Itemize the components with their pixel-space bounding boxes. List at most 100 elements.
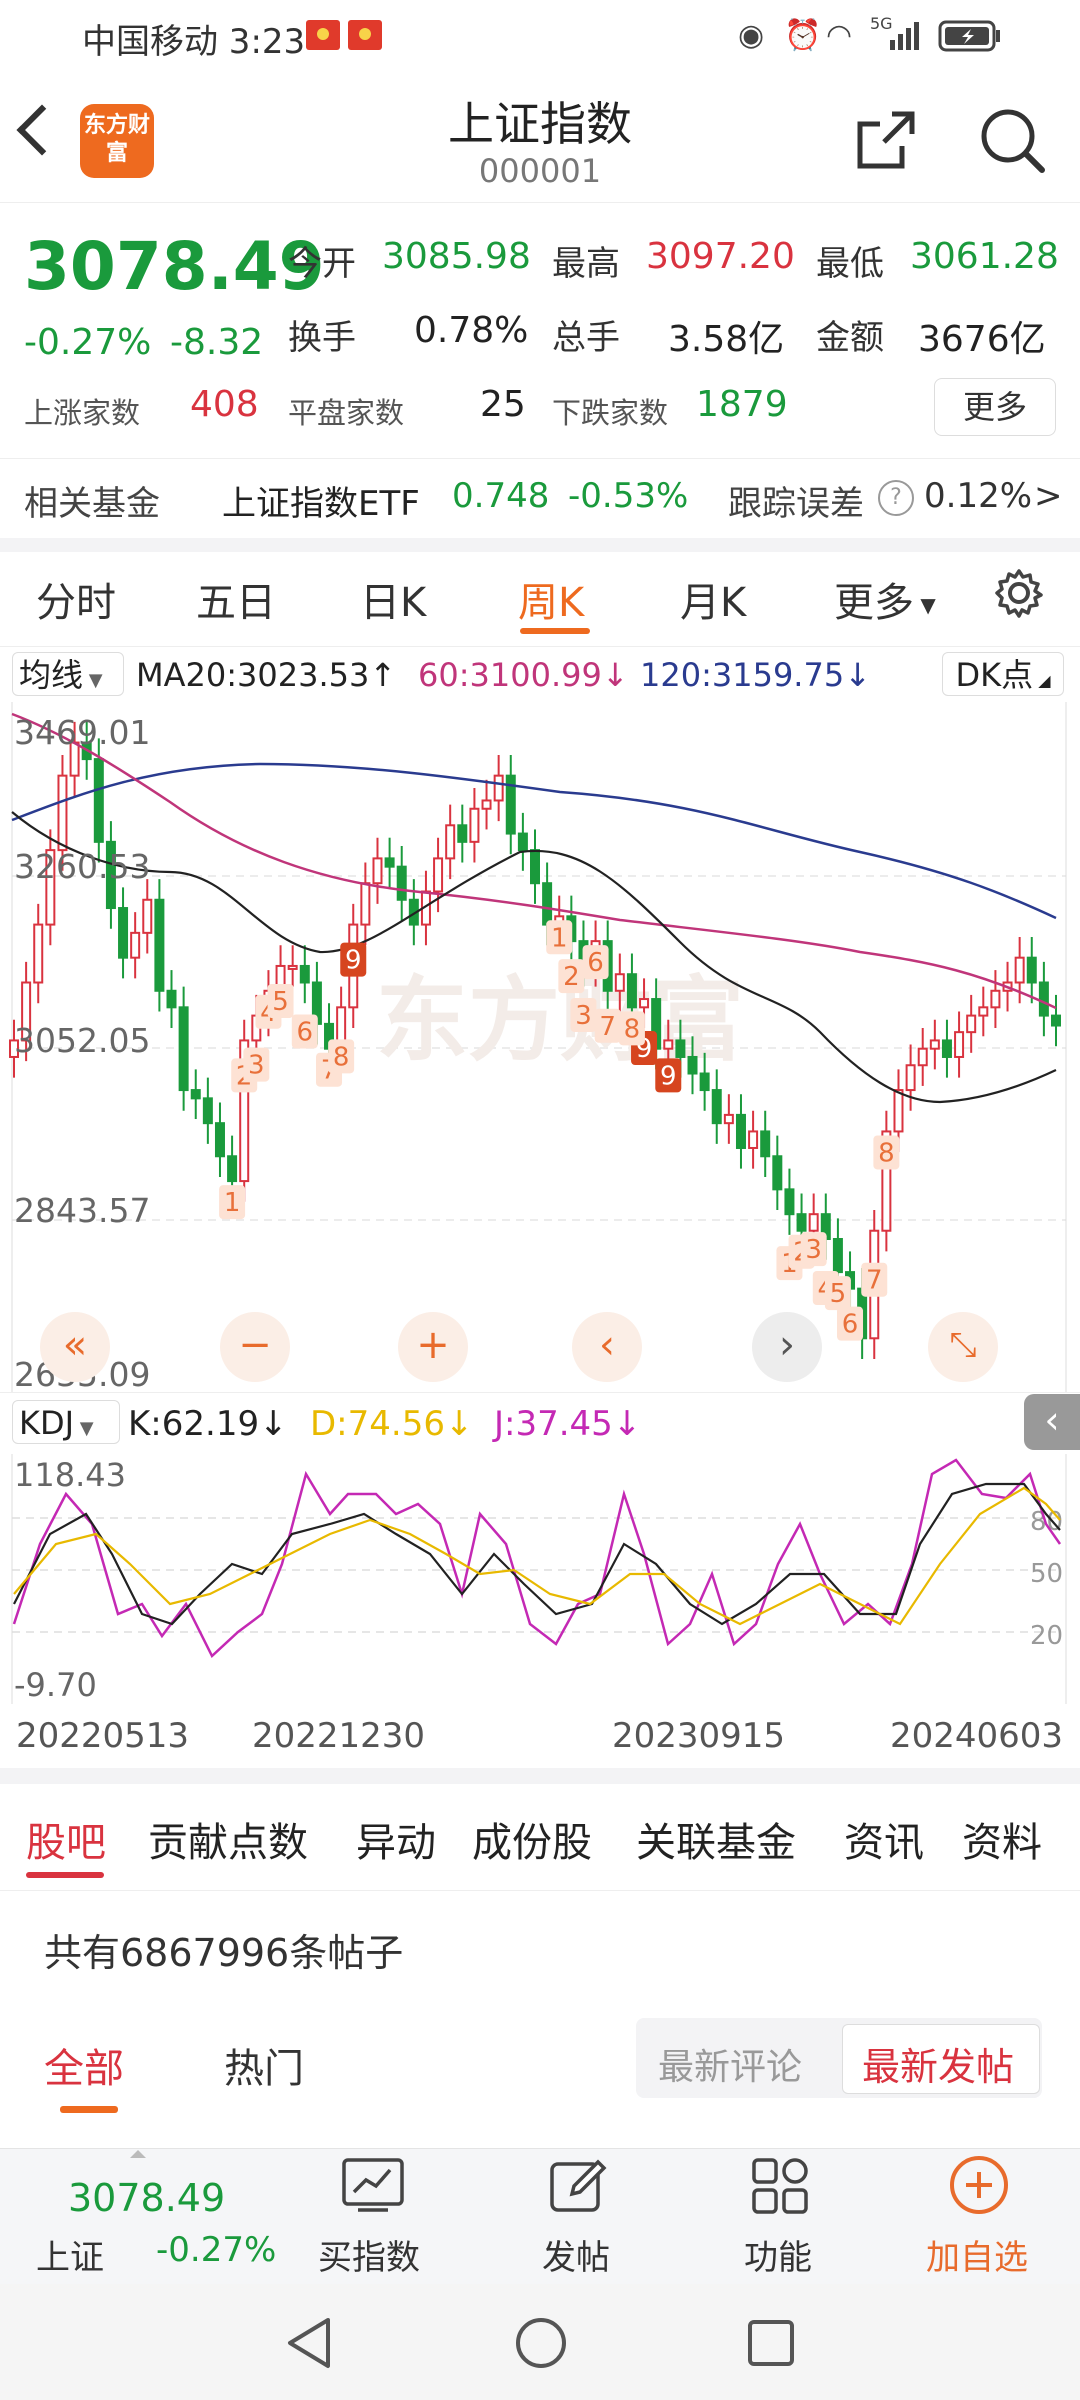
- tab-intraday[interactable]: 分时: [36, 580, 116, 626]
- nav-recents-icon[interactable]: [746, 2318, 796, 2372]
- help-icon[interactable]: ?: [878, 480, 914, 516]
- candle-body: [384, 857, 395, 868]
- more-quote-button[interactable]: 更多: [934, 378, 1056, 436]
- sort-latest-post[interactable]: 最新发帖: [862, 2045, 1015, 2089]
- fall-count-label: 下跌家数: [552, 396, 669, 430]
- td-count-mark: 6: [582, 945, 609, 980]
- tab-more[interactable]: 更多 ▼: [834, 580, 936, 626]
- td-count-mark: 7: [861, 1262, 888, 1297]
- nav-home-icon[interactable]: [514, 2316, 568, 2374]
- edit-icon[interactable]: [548, 2156, 610, 2214]
- bottom-action-bar: [0, 2148, 1080, 2285]
- td-count-mark: 3: [570, 997, 597, 1032]
- kdj-y-top: 118.43: [14, 1456, 126, 1494]
- kdj-d-line: [13, 1486, 1061, 1626]
- amount-label: 金额: [816, 318, 884, 358]
- tab-forum[interactable]: 股吧: [26, 1820, 106, 1866]
- search-icon[interactable]: [976, 104, 1048, 180]
- kdj-j-value: J:37.45↓: [494, 1404, 642, 1444]
- candle-body: [687, 1055, 698, 1075]
- bottom-change: -0.27%: [156, 2230, 277, 2270]
- candle-body: [396, 865, 407, 901]
- rise-count-label: 上涨家数: [24, 396, 141, 430]
- kdj-k-value: K:62.19↓: [128, 1404, 288, 1444]
- active-tab-indicator: [26, 1872, 104, 1878]
- section-spacer: [0, 538, 1080, 552]
- sort-latest-post-bg: [842, 2024, 1040, 2094]
- candle-body: [1051, 1014, 1061, 1027]
- rise-count: 408: [190, 384, 259, 425]
- td-count-mark: 8: [618, 1011, 645, 1046]
- scroll-right-button[interactable]: ›: [752, 1312, 822, 1382]
- nav-back-icon[interactable]: [284, 2316, 334, 2374]
- add-circle-icon[interactable]: [948, 2154, 1010, 2216]
- divider: [0, 1890, 1080, 1891]
- tab-related-funds[interactable]: 关联基金: [636, 1820, 796, 1866]
- svg-text:7: 7: [866, 1266, 883, 1296]
- collapse-panel-button[interactable]: ‹: [1024, 1394, 1080, 1450]
- scroll-left-button[interactable]: ‹: [572, 1312, 642, 1382]
- tab-all-posts[interactable]: 全部: [44, 2046, 124, 2092]
- tab-monthly-k[interactable]: 月K: [680, 580, 747, 626]
- zoom-out-button[interactable]: −: [220, 1312, 290, 1382]
- tab-weekly-k[interactable]: 周K: [518, 580, 585, 626]
- kdj-y-bottom: -9.70: [14, 1666, 97, 1704]
- candle-body: [893, 1089, 904, 1133]
- tab-anomaly[interactable]: 异动: [356, 1820, 436, 1866]
- candle-body: [93, 758, 104, 843]
- tab-constituents[interactable]: 成份股: [472, 1820, 592, 1866]
- kdj-level-50: 50: [1030, 1559, 1063, 1589]
- tab-profile[interactable]: 资料: [962, 1820, 1042, 1866]
- candle-body: [33, 923, 44, 984]
- td-count-mark: 3: [800, 1232, 827, 1267]
- sort-latest-comment[interactable]: 最新评论: [658, 2047, 803, 2088]
- candlestick-chart[interactable]: 东方财富 1234567981236798912345678 3469.01 3…: [0, 702, 1080, 1392]
- tab-daily-k[interactable]: 日K: [360, 580, 427, 626]
- flag-icon: [306, 20, 340, 50]
- candle-body: [239, 1039, 250, 1183]
- svg-text:1: 1: [551, 923, 568, 953]
- low-label: 最低: [816, 244, 884, 284]
- candle-body: [941, 1039, 952, 1058]
- td-count-mark: 5: [824, 1276, 851, 1311]
- candle-body: [493, 774, 504, 802]
- candle-body: [542, 882, 553, 926]
- functions-button[interactable]: 功能: [744, 2238, 812, 2278]
- tab-hot-posts[interactable]: 热门: [224, 2046, 304, 2092]
- chevron-right-icon[interactable]: >: [1034, 476, 1063, 516]
- indicator-selector[interactable]: KDJ ▼: [12, 1400, 120, 1444]
- related-fund-name[interactable]: 上证指数ETF: [222, 484, 420, 524]
- fall-count: 1879: [696, 384, 788, 425]
- dk-point-toggle[interactable]: DK点 ◢: [942, 652, 1064, 696]
- corner-triangle-icon: ◢: [1033, 671, 1051, 690]
- tab-five-day[interactable]: 五日: [196, 580, 276, 626]
- tab-contribution[interactable]: 贡献点数: [148, 1820, 308, 1866]
- add-watchlist-button[interactable]: 加自选: [926, 2238, 1028, 2278]
- scroll-to-start-button[interactable]: «: [40, 1312, 110, 1382]
- candle-body: [784, 1188, 795, 1216]
- low-value: 3061.28: [910, 236, 1059, 277]
- zoom-in-button[interactable]: +: [398, 1312, 468, 1382]
- candle-body: [505, 774, 516, 835]
- flat-count-label: 平盘家数: [288, 396, 405, 430]
- x-tick-label: 20240603: [890, 1716, 1064, 1756]
- candle-body: [166, 989, 177, 1009]
- tab-news[interactable]: 资讯: [844, 1820, 924, 1866]
- ma60-line: [11, 712, 1057, 1010]
- candle-body: [469, 807, 480, 843]
- expand-icon[interactable]: ⤡: [928, 1312, 998, 1382]
- bottom-index-name: 上证: [36, 2238, 104, 2278]
- candle-body: [881, 1130, 892, 1232]
- svg-text:1: 1: [224, 1188, 241, 1218]
- y-tick-label: 3260.53: [14, 847, 150, 886]
- post-button[interactable]: 发帖: [542, 2238, 610, 2278]
- buy-index-button[interactable]: 买指数: [318, 2238, 420, 2278]
- share-icon[interactable]: [854, 108, 918, 176]
- brand-logo: 东方财富: [80, 104, 154, 178]
- post-count: 共有6867996条帖子: [44, 1931, 404, 1975]
- system-nav-bar: [0, 2284, 1080, 2400]
- chart-line-icon[interactable]: [340, 2156, 406, 2214]
- ma-selector[interactable]: 均线 ▼: [12, 652, 124, 696]
- grid-apps-icon[interactable]: [750, 2156, 810, 2216]
- settings-gear-icon[interactable]: [992, 566, 1046, 624]
